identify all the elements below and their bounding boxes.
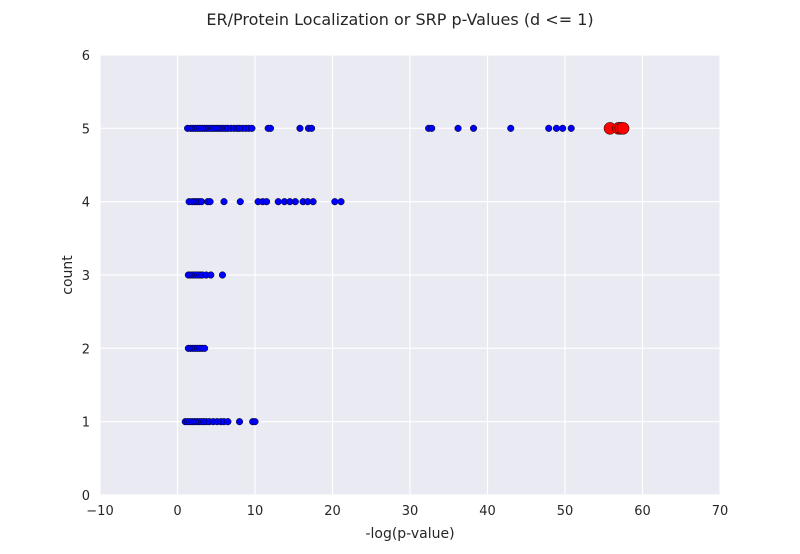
data-point (309, 198, 317, 206)
x-tick-label: 40 (479, 504, 496, 519)
data-point (454, 124, 462, 132)
y-tick-label: 2 (82, 342, 90, 357)
data-point (337, 198, 345, 206)
data-point (266, 124, 275, 132)
data-point (507, 124, 515, 132)
data-points (181, 122, 630, 426)
data-point (308, 124, 316, 132)
y-tick-label: 3 (82, 269, 90, 284)
data-point (559, 124, 567, 132)
data-point (470, 124, 478, 132)
x-tick-label: 0 (173, 504, 181, 519)
data-point (197, 198, 206, 206)
data-point (206, 198, 214, 206)
y-axis-label: count (60, 255, 76, 295)
data-point (251, 418, 259, 426)
x-tick-label: 10 (247, 504, 264, 519)
x-tick-label: 30 (402, 504, 419, 519)
y-tick-label: 5 (82, 122, 90, 137)
data-point (263, 198, 271, 206)
data-point (201, 344, 209, 352)
data-point (207, 271, 215, 279)
data-point (220, 198, 228, 206)
data-point (296, 124, 304, 132)
data-point (236, 198, 244, 206)
data-point (331, 198, 339, 206)
x-tick-label: 20 (324, 504, 341, 519)
data-point (291, 198, 299, 206)
data-point (224, 418, 232, 426)
chart-title: ER/Protein Localization or SRP p-Values … (206, 10, 593, 29)
data-point (552, 124, 561, 132)
data-point (616, 122, 630, 135)
data-point (248, 124, 256, 132)
y-tick-label: 1 (82, 416, 90, 431)
data-point (545, 124, 553, 132)
x-tick-label: −10 (86, 504, 113, 519)
x-tick-label: 60 (634, 504, 651, 519)
y-tick-label: 4 (82, 196, 90, 211)
data-point (218, 271, 226, 279)
data-point (274, 198, 282, 206)
x-axis-label: -log(p-value) (365, 526, 454, 542)
data-point (235, 418, 244, 426)
data-point (428, 124, 436, 132)
data-point (567, 124, 575, 132)
y-tick-label: 0 (82, 489, 90, 504)
y-tick-label: 6 (82, 49, 90, 64)
x-tick-label: 70 (712, 504, 729, 519)
x-tick-label: 50 (557, 504, 574, 519)
